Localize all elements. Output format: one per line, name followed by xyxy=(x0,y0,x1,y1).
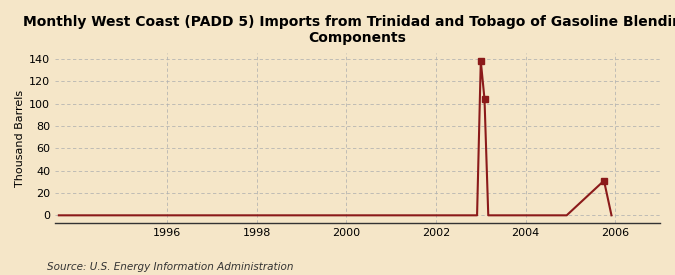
Y-axis label: Thousand Barrels: Thousand Barrels xyxy=(15,90,25,187)
Title: Monthly West Coast (PADD 5) Imports from Trinidad and Tobago of Gasoline Blendin: Monthly West Coast (PADD 5) Imports from… xyxy=(23,15,675,45)
Text: Source: U.S. Energy Information Administration: Source: U.S. Energy Information Administ… xyxy=(47,262,294,272)
